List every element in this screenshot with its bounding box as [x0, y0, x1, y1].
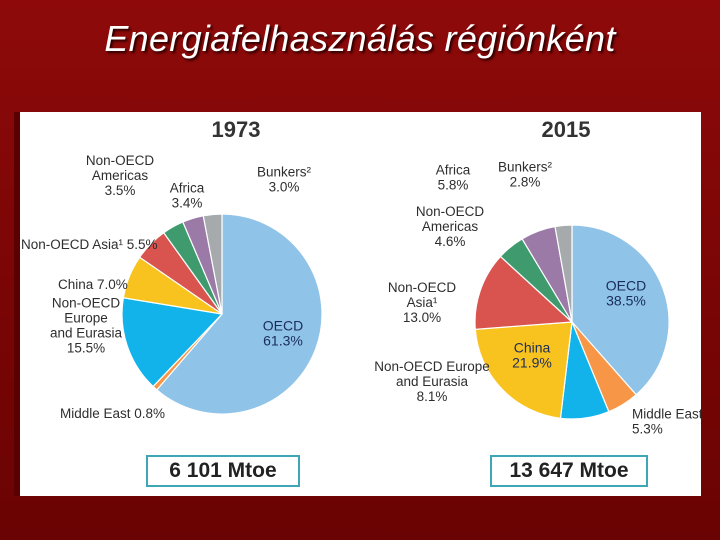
- pie-label-2015-non-oecd-europe-and-eurasia: Non-OECD Europe and Eurasia 8.1%: [374, 359, 490, 404]
- pie-2015: OECD 38.5% Middle East 5.3% Non-OECD Europe a…: [374, 160, 703, 437]
- total-2015-box: 13 647 Mtoe: [490, 455, 648, 487]
- pie-label-2015-bunkers: Bunkers² 2.8%: [498, 160, 553, 190]
- pie-label-1973-oecd: OECD 61.3%: [263, 318, 303, 349]
- pie-slice-2015-non-oecd-asia: [474, 255, 574, 330]
- pie-label-1973-non-oecd-europe-and-eurasia: Non-OECD Europe and Eurasia 15.5%: [50, 296, 123, 356]
- slide-title: Energiafelhasználás régiónként: [104, 18, 616, 59]
- pie-slice-2015-oecd: [571, 224, 670, 396]
- pie-slice-2015-bunkers: [554, 224, 573, 323]
- pie-slice-1973-non-oecd-europe-and-eurasia: [121, 297, 224, 388]
- pie-label-2015-china: China 21.9%: [512, 340, 552, 371]
- pie-1973: OECD 61.3% Middle East 0.8% Non-OECD Europe a…: [21, 153, 323, 421]
- pie-slice-1973-oecd: [155, 213, 323, 415]
- pie-label-1973-bunkers: Bunkers² 3.0%: [257, 165, 312, 195]
- total-1973-box: 6 101 Mtoe: [146, 455, 300, 487]
- pie-label-2015-africa: Africa 5.8%: [436, 163, 471, 193]
- pie-label-1973-non-oecd-asia: Non-OECD Asia¹ 5.5%: [21, 237, 158, 252]
- pie-label-1973-non-oecd-americas: Non-OECD Americas 3.5%: [86, 153, 155, 198]
- pie-label-2015-oecd: OECD 38.5%: [606, 278, 646, 309]
- pie-slice-1973-bunkers: [202, 213, 223, 315]
- pie-slice-2015-china: [474, 321, 573, 419]
- pie-label-1973-middle-east: Middle East 0.8%: [60, 406, 165, 421]
- pie-label-1973-africa: Africa 3.4%: [170, 181, 205, 211]
- pie-label-2015-non-oecd-americas: Non-OECD Americas 4.6%: [416, 204, 485, 249]
- pie-1973-title: 1973: [212, 117, 261, 142]
- pie-label-1973-china: China 7.0%: [58, 277, 128, 292]
- pie-2015-title: 2015: [542, 117, 591, 142]
- pie-label-2015-non-oecd-asia: Non-OECD Asia¹ 13.0%: [388, 280, 457, 325]
- panel-accent-bar: [14, 112, 20, 496]
- pie-label-2015-middle-east: Middle East 5.3%: [632, 407, 703, 437]
